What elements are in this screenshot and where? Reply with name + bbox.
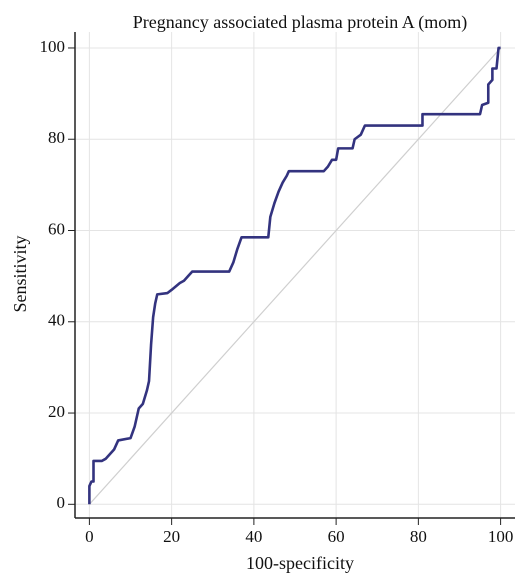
y-axis-label: Sensitivity <box>10 235 30 312</box>
reference-diagonal <box>88 47 502 505</box>
x-tick-label: 0 <box>85 527 94 546</box>
y-tick-label: 0 <box>57 493 66 512</box>
y-tick-label: 100 <box>40 37 66 56</box>
x-tick-label: 40 <box>245 527 262 546</box>
y-tick-label: 60 <box>48 219 65 238</box>
y-tick-label: 20 <box>48 402 65 421</box>
x-tick-label: 60 <box>328 527 345 546</box>
y-tick-label: 40 <box>48 311 65 330</box>
x-tick-label: 20 <box>163 527 180 546</box>
chart-title: Pregnancy associated plasma protein A (m… <box>133 12 467 33</box>
y-tick-label: 80 <box>48 128 65 147</box>
roc-curve <box>88 46 501 505</box>
x-tick-label: 100 <box>488 527 514 546</box>
x-tick-label: 80 <box>410 527 427 546</box>
x-axis-label: 100-specificity <box>246 553 354 573</box>
